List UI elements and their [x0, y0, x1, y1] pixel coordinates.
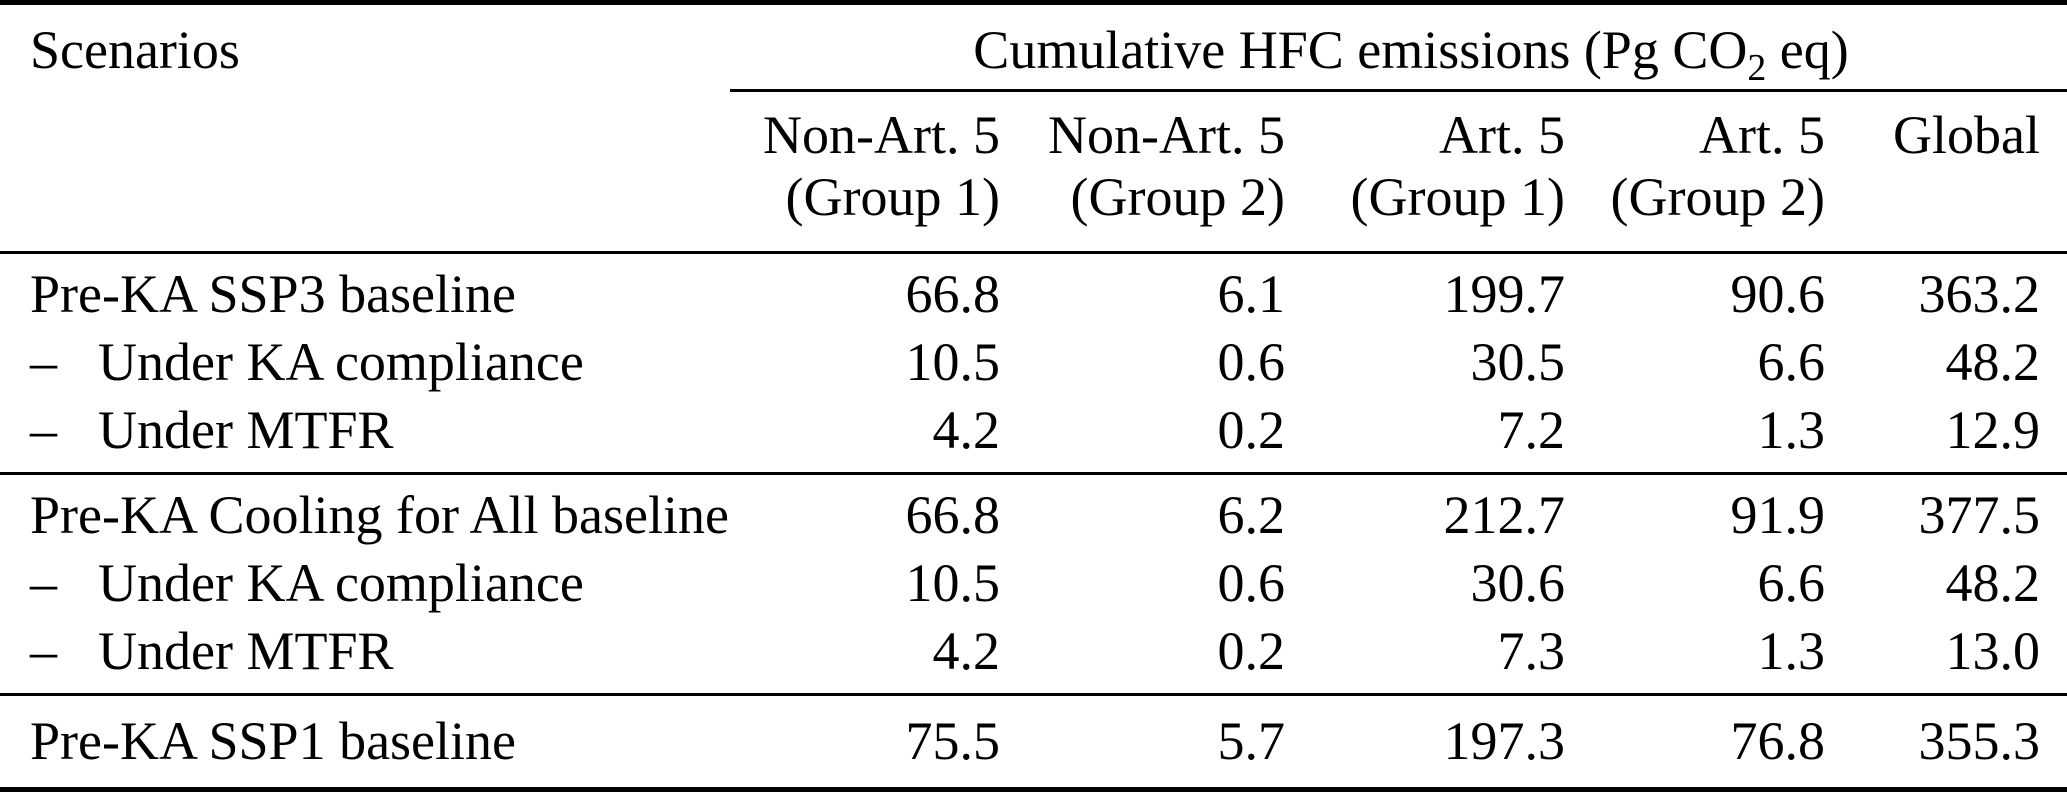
group-ssp3: Pre-KA SSP3 baseline 66.8 6.1 199.7 90.6… — [0, 253, 2067, 474]
col-header-line2: (Group 2) — [1610, 167, 1825, 227]
value-cell: 7.3 — [1497, 621, 1566, 681]
col-header-line1: Global — [1893, 105, 2041, 165]
value-cell: 90.6 — [1730, 264, 1826, 324]
scenario-label: – Under KA compliance — [0, 549, 730, 617]
value-cell: 0.2 — [1217, 400, 1286, 460]
value-cell: 66.8 — [905, 264, 1001, 324]
header-row-columns: Non-Art. 5 (Group 1) Non-Art. 5 (Group 2… — [0, 90, 2067, 254]
scenario-label: Pre-KA SSP1 baseline — [30, 711, 516, 771]
value-cell: 48.2 — [1945, 553, 2041, 613]
value-cell: 12.9 — [1945, 400, 2041, 460]
value-cell: 0.2 — [1217, 621, 1286, 681]
col-header-line2: (Group 1) — [785, 167, 1000, 227]
value-cell: 0.6 — [1217, 332, 1286, 392]
value-cell: 355.3 — [1918, 711, 2041, 771]
sub-label: Under MTFR — [98, 400, 394, 460]
value-cell: 76.8 — [1730, 711, 1826, 771]
scenarios-header: Scenarios — [0, 2, 730, 254]
table-header: Scenarios Cumulative HFC emissions (Pg C… — [0, 2, 2067, 254]
value-cell: 48.2 — [1945, 332, 2041, 392]
group-ssp1: Pre-KA SSP1 baseline 75.5 5.7 197.3 76.8… — [0, 694, 2067, 790]
col-header-line1: Art. 5 — [1699, 105, 1825, 165]
col-header-line1: Non-Art. 5 — [1048, 105, 1285, 165]
table-row: Pre-KA SSP1 baseline 75.5 5.7 197.3 76.8… — [0, 695, 2067, 790]
scenario-label: Pre-KA SSP3 baseline — [30, 264, 516, 324]
col-header-art5-g1: Art. 5 (Group 1) — [1285, 90, 1565, 254]
value-cell: 7.2 — [1497, 400, 1566, 460]
scenario-label: Pre-KA Cooling for All baseline — [30, 485, 729, 545]
sub-label: Under MTFR — [98, 621, 394, 681]
col-header-line1: Art. 5 — [1439, 105, 1565, 165]
col-header-non-art5-g2: Non-Art. 5 (Group 2) — [1000, 90, 1285, 254]
value-cell: 6.2 — [1217, 485, 1286, 545]
value-cell: 30.6 — [1470, 553, 1566, 613]
col-header-art5-g2: Art. 5 (Group 2) — [1565, 90, 1825, 254]
sub-label: Under KA compliance — [98, 553, 584, 613]
value-cell: 1.3 — [1757, 400, 1826, 460]
dash-marker: – — [30, 553, 57, 613]
value-cell: 377.5 — [1918, 485, 2041, 545]
value-cell: 13.0 — [1945, 621, 2041, 681]
dash-marker: – — [30, 332, 57, 392]
scenario-label: – Under KA compliance — [0, 328, 730, 396]
co2-subscript: 2 — [1747, 46, 1767, 89]
value-cell: 91.9 — [1730, 485, 1826, 545]
unit-header-text: Cumulative HFC emissions (Pg CO — [973, 20, 1748, 80]
col-header-line2: (Group 2) — [1070, 167, 1285, 227]
table-row: Pre-KA Cooling for All baseline 66.8 6.2… — [0, 474, 2067, 550]
unit-header-suffix: eq) — [1766, 20, 1849, 80]
value-cell: 4.2 — [932, 621, 1001, 681]
value-cell: 6.1 — [1217, 264, 1286, 324]
emissions-unit-header: Cumulative HFC emissions (Pg CO2 eq) — [730, 2, 2067, 92]
col-header-line1: Non-Art. 5 — [763, 105, 1000, 165]
value-cell: 10.5 — [905, 553, 1001, 613]
table-row: – Under KA compliance 10.5 0.6 30.6 6.6 4… — [0, 549, 2067, 617]
group-cooling-for-all: Pre-KA Cooling for All baseline 66.8 6.2… — [0, 473, 2067, 695]
scenario-label: – Under MTFR — [0, 396, 730, 474]
value-cell: 75.5 — [905, 711, 1001, 771]
value-cell: 363.2 — [1918, 264, 2041, 324]
value-cell: 4.2 — [932, 400, 1001, 460]
col-header-line2: (Group 1) — [1350, 167, 1565, 227]
value-cell: 197.3 — [1443, 711, 1566, 771]
value-cell: 1.3 — [1757, 621, 1826, 681]
col-header-non-art5-g1: Non-Art. 5 (Group 1) — [730, 90, 1000, 254]
table-row: – Under KA compliance 10.5 0.6 30.5 6.6 4… — [0, 328, 2067, 396]
col-header-global: Global — [1825, 90, 2067, 254]
value-cell: 6.6 — [1757, 332, 1826, 392]
value-cell: 6.6 — [1757, 553, 1826, 613]
value-cell: 199.7 — [1443, 264, 1566, 324]
value-cell: 5.7 — [1217, 711, 1286, 771]
value-cell: 30.5 — [1470, 332, 1566, 392]
sub-label: Under KA compliance — [98, 332, 584, 392]
value-cell: 212.7 — [1443, 485, 1566, 545]
table-row: Pre-KA SSP3 baseline 66.8 6.1 199.7 90.6… — [0, 253, 2067, 329]
value-cell: 66.8 — [905, 485, 1001, 545]
dash-marker: – — [30, 400, 57, 460]
value-cell: 0.6 — [1217, 553, 1286, 613]
table-row: – Under MTFR 4.2 0.2 7.2 1.3 12.9 — [0, 396, 2067, 474]
scenario-label: – Under MTFR — [0, 617, 730, 695]
header-row-top: Scenarios Cumulative HFC emissions (Pg C… — [0, 2, 2067, 254]
value-cell: 10.5 — [905, 332, 1001, 392]
dash-marker: – — [30, 621, 57, 681]
table-row: – Under MTFR 4.2 0.2 7.3 1.3 13.0 — [0, 617, 2067, 695]
